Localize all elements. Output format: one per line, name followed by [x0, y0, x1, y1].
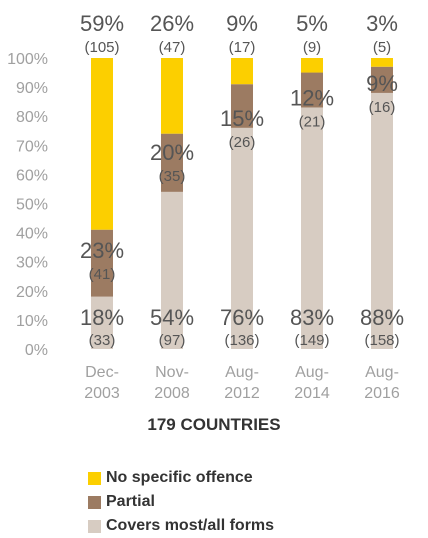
data-label-covers-pct: 76%	[220, 305, 264, 330]
bar-segment-no-specific-offence	[371, 58, 393, 67]
x-tick-label-line1: Aug-	[225, 364, 259, 381]
data-label-no-specific-count: (105)	[84, 39, 119, 56]
bar-segment-covers-most-all-forms	[371, 92, 393, 350]
data-label-partial-count: (21)	[299, 113, 326, 130]
bar-segment-partial	[371, 66, 393, 93]
data-label-partial-pct: 20%	[150, 140, 194, 165]
data-label-no-specific-count: (17)	[229, 39, 256, 56]
bar-segment-partial	[161, 133, 183, 192]
data-label-covers-count: (97)	[159, 332, 186, 349]
x-tick-label-line1: Dec-	[85, 364, 119, 381]
x-tick-label-line1: Aug-	[295, 364, 329, 381]
x-tick-label-line1: Aug-	[365, 364, 399, 381]
legend-label-covers-most-all-forms: Covers most/all forms	[106, 517, 275, 534]
data-label-covers-pct: 54%	[150, 305, 194, 330]
bar-segment-no-specific-offence	[161, 58, 183, 134]
data-label-partial-pct: 9%	[366, 71, 398, 96]
data-label-covers-count: (33)	[89, 332, 116, 349]
data-label-covers-count: (158)	[364, 332, 399, 349]
x-tick-label-line2: 2014	[294, 385, 330, 402]
data-label-partial-count: (16)	[369, 99, 396, 116]
bar-segment-covers-most-all-forms	[161, 191, 183, 349]
data-label-covers-count: (136)	[224, 332, 259, 349]
x-tick-label-line1: Nov-	[155, 364, 189, 381]
y-tick-label: 90%	[16, 80, 48, 97]
bar-segment-covers-most-all-forms	[231, 127, 253, 349]
bar-segment-partial	[91, 229, 113, 297]
y-tick-label: 70%	[16, 138, 48, 155]
legend-item-partial: Partial	[88, 490, 274, 514]
y-tick-label: 0%	[25, 342, 48, 359]
data-label-partial-count: (35)	[159, 168, 186, 185]
x-tick-label-line2: 2003	[84, 385, 120, 402]
x-tick-label-line2: 2008	[154, 385, 190, 402]
data-label-partial-pct: 15%	[220, 106, 264, 131]
data-label-partial-count: (41)	[89, 266, 116, 283]
bar-segment-no-specific-offence	[301, 58, 323, 73]
data-label-covers-pct: 83%	[290, 305, 334, 330]
y-tick-label: 60%	[16, 167, 48, 184]
legend-swatch-no-specific-offence	[88, 471, 101, 485]
bar-segment-covers-most-all-forms	[301, 107, 323, 349]
data-label-no-specific-pct: 9%	[226, 11, 258, 36]
bar-segment-covers-most-all-forms	[91, 296, 113, 349]
legend-label-no-specific-offence: No specific offence	[106, 469, 253, 486]
y-tick-label: 50%	[16, 197, 48, 214]
x-tick-label-line2: 2016	[364, 385, 400, 402]
data-label-partial-pct: 12%	[290, 85, 334, 110]
data-label-no-specific-pct: 5%	[296, 11, 328, 36]
bar-segment-partial	[301, 72, 323, 108]
data-label-no-specific-pct: 26%	[150, 11, 194, 36]
y-tick-label: 20%	[16, 284, 48, 301]
data-label-no-specific-pct: 59%	[80, 11, 124, 36]
y-tick-label: 30%	[16, 255, 48, 272]
legend-swatch-partial	[88, 495, 101, 509]
bar-segment-no-specific-offence	[231, 58, 253, 85]
legend: No specific offence Partial Covers most/…	[88, 466, 274, 538]
bar-segment-partial	[231, 84, 253, 128]
data-label-covers-count: (149)	[294, 332, 329, 349]
bar-segment-no-specific-offence	[91, 58, 113, 230]
data-label-no-specific-count: (5)	[373, 39, 391, 56]
legend-item-no-specific-offence: No specific offence	[88, 466, 274, 490]
legend-item-covers-most-all-forms: Covers most/all forms	[88, 514, 274, 538]
data-label-no-specific-count: (9)	[303, 39, 321, 56]
data-label-covers-pct: 88%	[360, 305, 404, 330]
data-label-partial-pct: 23%	[80, 238, 124, 263]
x-axis-label: 179 COUNTRIES	[147, 415, 281, 434]
data-label-no-specific-pct: 3%	[366, 11, 398, 36]
y-tick-label: 40%	[16, 226, 48, 243]
data-label-no-specific-count: (47)	[159, 39, 186, 56]
legend-swatch-covers-most-all-forms	[88, 519, 101, 533]
x-tick-label-line2: 2012	[224, 385, 260, 402]
data-label-partial-count: (26)	[229, 134, 256, 151]
y-tick-label: 80%	[16, 109, 48, 126]
y-tick-label: 100%	[7, 51, 48, 68]
y-tick-label: 10%	[16, 313, 48, 330]
legend-label-partial: Partial	[106, 493, 155, 510]
data-label-covers-pct: 18%	[80, 305, 124, 330]
